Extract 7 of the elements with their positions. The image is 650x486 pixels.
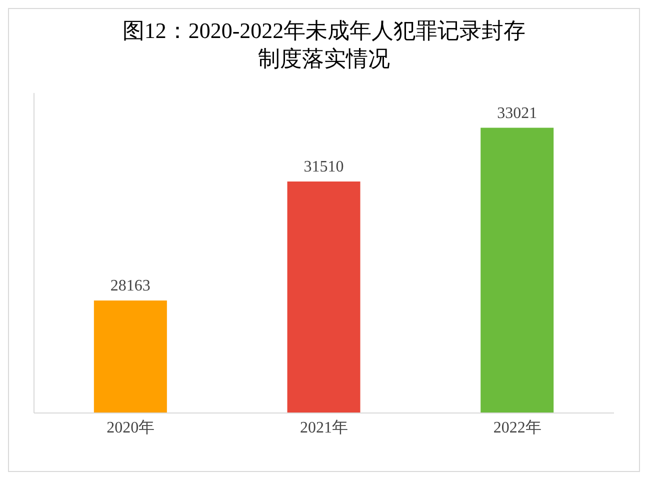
chart-title: 图12：2020-2022年未成年人犯罪记录封存制度落实情况 [121, 17, 527, 73]
x-tick-label: 2020年 [106, 419, 155, 436]
x-tick-label: 2022年 [493, 419, 542, 436]
data-label: 33021 [497, 104, 538, 122]
x-tick-label: 2021年 [300, 419, 348, 436]
data-label: 28163 [110, 278, 150, 295]
data-label: 31510 [304, 158, 344, 176]
